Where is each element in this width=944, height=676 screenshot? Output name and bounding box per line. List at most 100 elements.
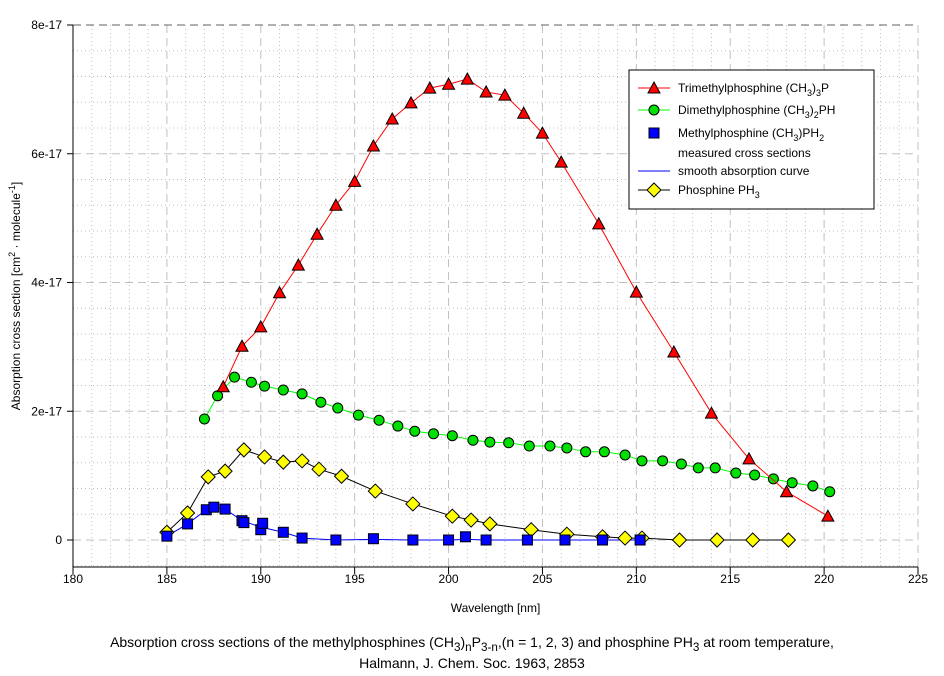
x-tick-label: 200 bbox=[439, 572, 459, 586]
data-point bbox=[373, 414, 385, 426]
data-point bbox=[636, 455, 648, 467]
data-point bbox=[521, 534, 533, 546]
data-point bbox=[275, 454, 292, 470]
data-point bbox=[245, 376, 257, 388]
data-point bbox=[238, 517, 250, 529]
data-point bbox=[182, 518, 194, 530]
x-tick-label: 185 bbox=[157, 572, 177, 586]
data-point bbox=[459, 531, 471, 543]
data-point bbox=[597, 534, 609, 546]
legend-label-part: ) bbox=[812, 81, 816, 95]
data-point bbox=[277, 384, 289, 396]
legend-label-part: )PH bbox=[798, 126, 819, 140]
data-point bbox=[253, 319, 268, 333]
data-point bbox=[671, 532, 688, 548]
legend-label-part: Dimethylphosphine (CH bbox=[678, 103, 805, 117]
legend-label-part: 2 bbox=[819, 133, 824, 143]
data-point bbox=[807, 480, 819, 492]
y-tick-label: 6e-17 bbox=[31, 147, 62, 161]
x-tick-label: 225 bbox=[908, 572, 928, 586]
data-point bbox=[709, 462, 721, 474]
legend: Trimethylphosphine (CH3)3PDimethylphosph… bbox=[628, 69, 875, 210]
data-point bbox=[634, 534, 646, 546]
series-line bbox=[222, 78, 829, 517]
legend-marker bbox=[647, 80, 661, 94]
legend-label-part: ) bbox=[810, 103, 814, 117]
y-tick-label: 4e-17 bbox=[31, 276, 62, 290]
data-point bbox=[352, 409, 364, 421]
legend-label-part: Trimethylphosphine (CH bbox=[678, 81, 807, 95]
legend-label-part: Phosphine PH bbox=[678, 183, 755, 197]
data-point bbox=[484, 436, 496, 448]
data-point bbox=[463, 512, 479, 528]
data-point bbox=[619, 449, 631, 461]
legend-label: Dimethylphosphine (CH3)2PH bbox=[678, 103, 835, 120]
data-point bbox=[779, 484, 794, 498]
y-axis-label-part: · molecule bbox=[9, 193, 23, 252]
y-tick-label: 2e-17 bbox=[31, 404, 62, 418]
legend-label: smooth absorption curve bbox=[678, 164, 810, 178]
y-axis-label-part: ] bbox=[9, 182, 23, 185]
data-point bbox=[332, 402, 344, 414]
data-point bbox=[405, 496, 421, 512]
legend-label-part: smooth absorption curve bbox=[678, 164, 810, 178]
x-axis-label: Wavelength [nm] bbox=[451, 601, 541, 615]
data-point bbox=[598, 446, 610, 458]
data-point bbox=[559, 534, 571, 546]
y-axis-label-part: Absorption cross section [cm bbox=[9, 257, 23, 410]
legend-marker bbox=[648, 104, 660, 116]
data-point bbox=[310, 227, 324, 240]
data-point bbox=[667, 344, 681, 358]
data-point bbox=[367, 533, 379, 545]
data-point bbox=[446, 430, 458, 442]
data-point bbox=[704, 406, 719, 419]
data-point bbox=[544, 440, 556, 452]
data-point bbox=[236, 442, 252, 458]
data-point bbox=[235, 339, 249, 352]
data-point bbox=[780, 532, 797, 548]
legend-label-part: PH bbox=[819, 103, 836, 117]
data-point bbox=[480, 534, 492, 546]
legend-marker bbox=[648, 127, 660, 139]
data-point bbox=[291, 258, 306, 271]
data-point bbox=[198, 413, 210, 425]
data-point bbox=[422, 81, 437, 94]
data-point bbox=[407, 534, 419, 546]
y-axis-label-part: -1 bbox=[7, 185, 17, 193]
data-point bbox=[161, 530, 173, 542]
y-axis-label-part: 2 bbox=[7, 252, 17, 257]
data-point bbox=[296, 388, 308, 400]
data-point bbox=[749, 469, 761, 481]
data-point bbox=[516, 106, 531, 119]
data-point bbox=[294, 453, 310, 469]
data-point bbox=[657, 455, 669, 467]
data-point bbox=[467, 434, 479, 446]
data-point bbox=[479, 84, 493, 98]
data-point bbox=[498, 88, 512, 101]
data-point bbox=[296, 532, 308, 544]
data-point bbox=[329, 198, 343, 211]
data-point bbox=[277, 526, 289, 538]
data-point bbox=[385, 111, 400, 125]
series-1 bbox=[198, 371, 836, 498]
legend-label-part: 3 bbox=[793, 133, 798, 143]
legend-label-part: 3 bbox=[805, 110, 810, 120]
data-point bbox=[444, 508, 461, 524]
data-point bbox=[617, 530, 633, 546]
data-point bbox=[591, 216, 606, 230]
y-tick-label: 8e-17 bbox=[31, 18, 62, 32]
legend-label-part: Methylphosphine (CH bbox=[678, 126, 793, 140]
data-point bbox=[523, 440, 535, 452]
data-point bbox=[272, 285, 287, 299]
x-tick-label: 220 bbox=[814, 572, 834, 586]
data-point bbox=[428, 428, 440, 440]
legend-label-line2: measured cross sections bbox=[678, 146, 811, 160]
y-axis-label: Absorption cross section [cm2 · molecule… bbox=[7, 182, 23, 410]
data-point bbox=[259, 380, 271, 392]
series-4 bbox=[159, 442, 797, 548]
legend-marker bbox=[646, 182, 662, 198]
data-point bbox=[561, 442, 573, 454]
data-point bbox=[629, 285, 644, 298]
data-point bbox=[200, 469, 216, 485]
data-point bbox=[535, 126, 550, 139]
